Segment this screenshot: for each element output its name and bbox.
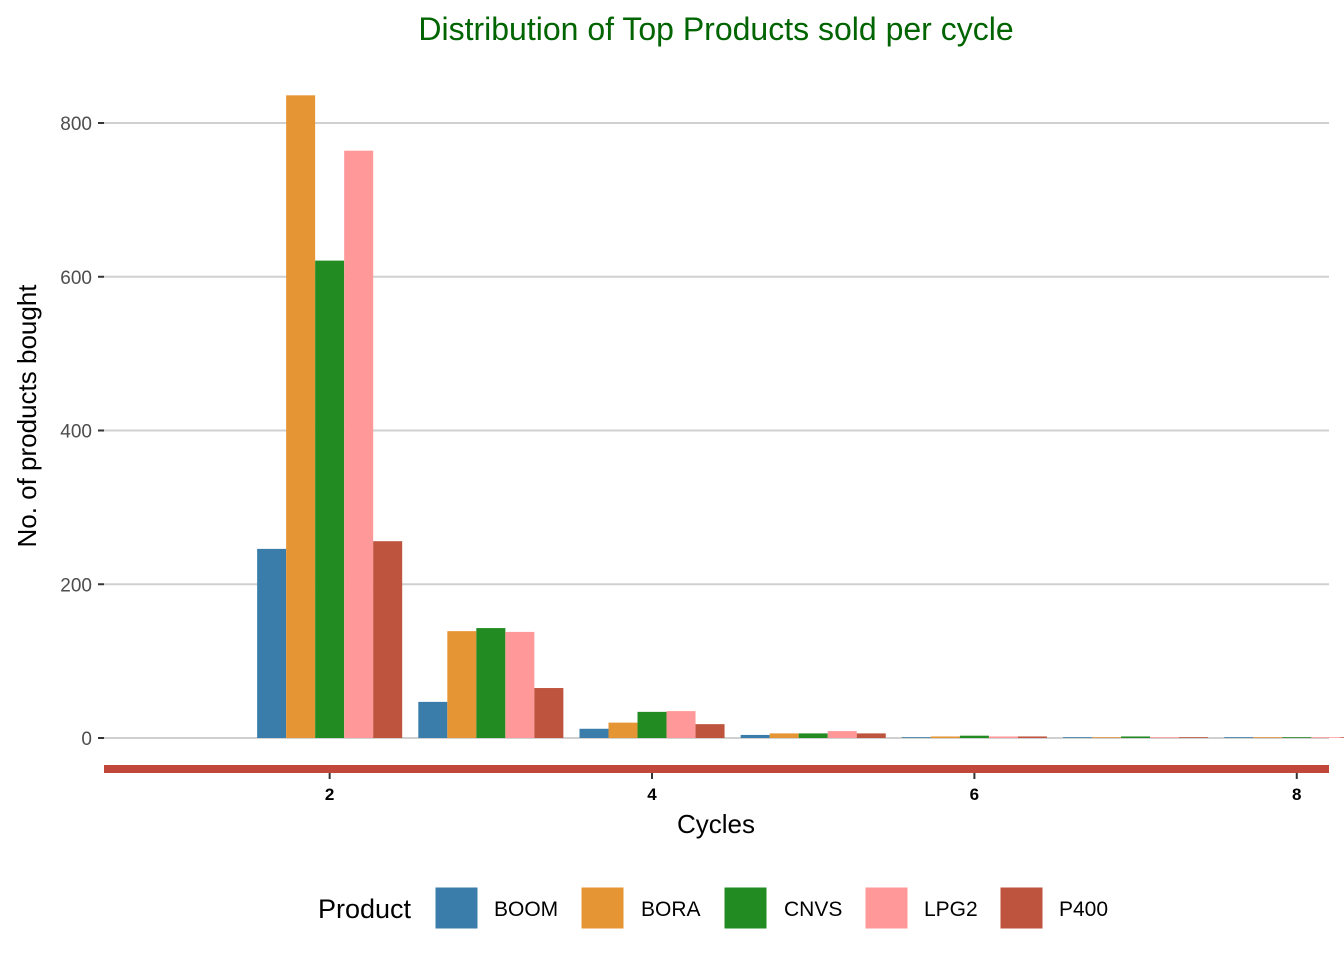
bar-lpg2-cycle-2 — [344, 150, 374, 739]
legend-label-p400: P400 — [1059, 898, 1108, 921]
legend-swatch-cnvs — [723, 886, 768, 930]
bars — [257, 95, 1344, 739]
bar-bora-cycle-7 — [1092, 737, 1122, 738]
bar-lpg2-cycle-6 — [988, 736, 1018, 738]
legend-label-cnvs: CNVS — [784, 898, 842, 921]
x-tick-label: 4 — [647, 785, 657, 804]
bar-cnvs-cycle-4 — [637, 711, 667, 738]
y-tick-label: 200 — [60, 575, 92, 596]
bar-bora-cycle-6 — [930, 736, 960, 738]
y-tick-label: 400 — [60, 422, 92, 443]
x-tick-label: 2 — [325, 785, 334, 804]
x-axis-line — [104, 765, 1329, 773]
bar-bora-cycle-4 — [608, 722, 638, 738]
y-axis-title: No. of products bought — [12, 284, 42, 548]
bar-bora-cycle-8 — [1253, 737, 1283, 738]
bar-p400-cycle-3 — [534, 688, 564, 738]
bar-bora-cycle-5 — [769, 733, 799, 738]
x-axis-title: Cycles — [677, 809, 755, 839]
legend: Product BOOM BORA CNVS LPG2 P400 — [318, 886, 1108, 930]
chart-title: Distribution of Top Products sold per cy… — [418, 11, 1013, 47]
legend-label-boom: BOOM — [494, 898, 558, 921]
y-tick-label: 600 — [60, 268, 92, 289]
bar-cnvs-cycle-2 — [315, 260, 345, 738]
bar-cnvs-cycle-3 — [476, 628, 506, 738]
x-tick-label: 6 — [970, 785, 979, 804]
bar-lpg2-cycle-7 — [1150, 737, 1180, 738]
bar-boom-cycle-8 — [1224, 737, 1254, 738]
legend-swatch-boom — [434, 886, 479, 930]
bar-boom-cycle-4 — [579, 728, 609, 738]
bar-cnvs-cycle-7 — [1121, 736, 1151, 738]
bar-boom-cycle-2 — [257, 548, 287, 738]
bar-lpg2-cycle-5 — [827, 731, 857, 738]
bar-p400-cycle-7 — [1179, 737, 1209, 738]
bar-boom-cycle-7 — [1063, 737, 1093, 738]
legend-title: Product — [318, 894, 412, 924]
bar-boom-cycle-3 — [418, 701, 448, 738]
bar-p400-cycle-8 — [1340, 737, 1344, 738]
y-tick-label: 0 — [81, 729, 92, 750]
bar-bora-cycle-2 — [286, 95, 316, 738]
bar-p400-cycle-5 — [856, 733, 886, 738]
legend-label-bora: BORA — [641, 898, 701, 921]
legend-swatch-lpg2 — [864, 886, 909, 930]
bar-p400-cycle-6 — [1017, 736, 1047, 738]
bar-cnvs-cycle-6 — [959, 735, 989, 738]
x-axis-ticks: 2 4 6 8 — [325, 773, 1301, 804]
legend-swatch-bora — [580, 886, 625, 930]
y-axis-ticks: 0 200 400 600 800 — [60, 114, 104, 750]
bar-lpg2-cycle-8 — [1311, 737, 1341, 738]
bar-lpg2-cycle-3 — [505, 631, 535, 738]
bar-cnvs-cycle-8 — [1282, 737, 1312, 738]
legend-swatch-p400 — [999, 886, 1044, 930]
x-tick-label: 8 — [1292, 785, 1301, 804]
bar-cnvs-cycle-5 — [798, 733, 828, 738]
bar-p400-cycle-4 — [695, 724, 725, 738]
y-tick-label: 800 — [60, 114, 92, 135]
bar-bora-cycle-3 — [447, 631, 477, 738]
bar-boom-cycle-6 — [901, 737, 931, 738]
legend-label-lpg2: LPG2 — [924, 898, 978, 921]
bar-boom-cycle-5 — [740, 734, 770, 738]
bar-lpg2-cycle-4 — [666, 711, 696, 738]
bar-p400-cycle-2 — [373, 541, 403, 738]
